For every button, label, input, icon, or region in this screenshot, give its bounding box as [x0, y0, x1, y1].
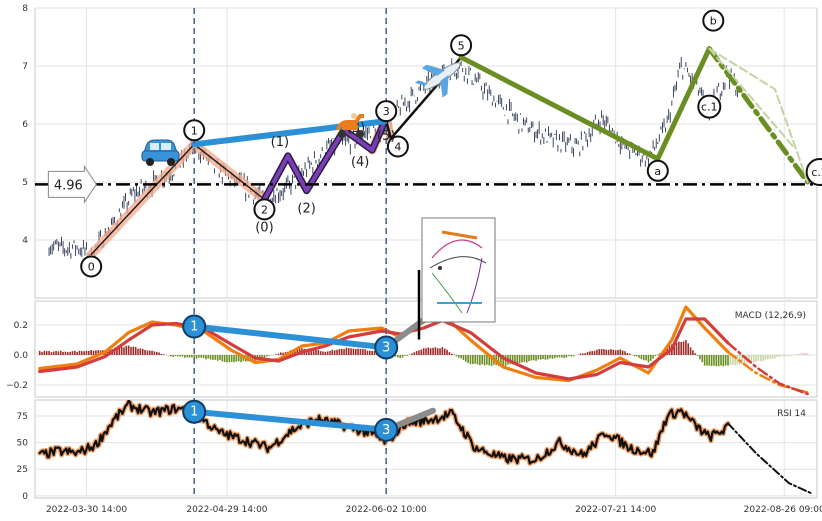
rsi-y-tick: 0 [22, 492, 28, 502]
wave-label-b: b [702, 9, 725, 32]
wave-label-2-text: 2 [261, 203, 268, 216]
macd-divergence-marker: 1 [182, 314, 207, 339]
price-y-tick: 6 [22, 120, 28, 130]
price-y-tick: 5 [22, 178, 28, 188]
wave-label-0-text: 0 [88, 261, 95, 274]
subwave-line [262, 116, 389, 202]
macd-divergence-marker-text: 1 [190, 320, 198, 335]
macd-signal-line [38, 317, 730, 381]
wave-label-4: 4 [386, 135, 409, 158]
level-arrow-box [47, 164, 97, 204]
wave-label-4-text: 4 [394, 141, 401, 154]
rsi-divergence-line [191, 408, 390, 433]
corrective-projection-light [708, 47, 795, 149]
wave-label-c-2-text: c.2 [811, 166, 822, 179]
scooter-icon [336, 113, 364, 138]
corrective-projection-light [708, 47, 809, 183]
macd-divergence-marker-circle [182, 314, 207, 339]
wave-label-5: 5 [450, 34, 473, 57]
level-label: 4.96 [54, 178, 83, 193]
macd-divergence-line [191, 323, 390, 351]
x-tick-label: 2022-04-29 14:00 [186, 505, 267, 515]
wave-label-1-text: 1 [191, 124, 198, 137]
wave-label-3-circle [375, 100, 398, 123]
wave-label-5-text: 5 [458, 39, 465, 52]
rsi-divergence-marker: 3 [374, 417, 399, 442]
wave-label-c-1-text: c.1 [701, 101, 718, 114]
rsi-y-tick: 50 [17, 439, 29, 449]
rsi-y-tick: 75 [17, 412, 28, 422]
price-y-tick: 8 [22, 4, 28, 14]
macd-signal-projection [726, 341, 809, 396]
subwave-label: (2) [297, 202, 315, 217]
x-tick-label: 2022-08-26 09:00 [744, 505, 822, 515]
wave-label-b-circle [702, 9, 725, 32]
macd-title: MACD (12,26,9) [735, 311, 806, 321]
wave-label-3: 3 [375, 100, 398, 123]
wave-label-1: 1 [183, 119, 206, 142]
x-tick-label: 2022-06-02 10:00 [346, 505, 427, 515]
corrective-line [458, 46, 712, 162]
rsi-y-tick: 25 [17, 465, 28, 475]
wave-label-1-circle [183, 119, 206, 142]
wave-label-c-2-circle [805, 158, 822, 186]
wave-label-2-circle [253, 198, 276, 221]
macd-divergence-marker-text: 3 [382, 341, 390, 356]
x-tick-label: 2022-03-30 14:00 [46, 505, 127, 515]
airplane-icon [414, 62, 461, 98]
rsi-projection [727, 422, 814, 495]
wave-label-0: 0 [80, 255, 103, 278]
x-tick-label: 2022-07-21 14:00 [575, 505, 656, 515]
wave-label-a-circle [646, 159, 669, 182]
wave-label-4-circle [386, 135, 409, 158]
wave-label-c-1-circle [697, 94, 722, 119]
macd-y-tick: −0.2 [6, 381, 28, 391]
subwave-label: (0) [255, 220, 273, 235]
rsi-divergence-marker-circle [374, 417, 399, 442]
macd-y-tick: 0.0 [14, 351, 29, 361]
wave-label-5-circle [450, 34, 473, 57]
wave-label-a: a [646, 159, 669, 182]
macd-y-tick: 0.2 [14, 321, 28, 331]
subwave-label: (1) [271, 135, 289, 150]
rsi-title: RSI 14 [777, 409, 806, 419]
corrective-projection [706, 46, 811, 185]
inset-thumbnail [421, 217, 496, 323]
price-y-tick: 4 [22, 236, 28, 246]
rsi-divergence-marker: 1 [182, 399, 207, 424]
rsi-divergence-marker-circle [182, 399, 207, 424]
wave-label-c-2: c.2 [805, 158, 822, 186]
wave-label-c-1: c.1 [697, 94, 722, 119]
wave-label-a-text: a [654, 165, 661, 178]
car-icon [141, 139, 180, 166]
macd-divergence-marker: 3 [374, 335, 399, 360]
wave-label-3-text: 3 [383, 105, 390, 118]
wave-label-2: 2 [253, 198, 276, 221]
subwave-label: (4) [351, 155, 369, 170]
rsi-divergence-marker-text: 1 [190, 405, 198, 420]
subwave-label: (5) [377, 129, 395, 144]
macd-divergence-marker-circle [374, 335, 399, 360]
price-y-tick: 7 [22, 62, 28, 72]
wave-label-0-circle [80, 255, 103, 278]
rsi-divergence-marker-text: 3 [382, 423, 390, 438]
wave-label-b-text: b [710, 15, 717, 28]
